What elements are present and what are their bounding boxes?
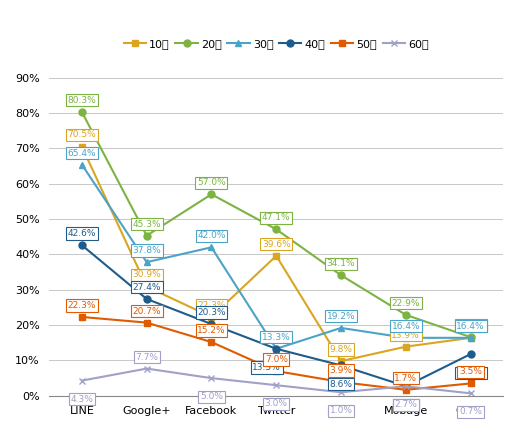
Text: 20.3%: 20.3% (197, 308, 226, 317)
20代 (143, 233, 150, 238)
50代 (468, 381, 474, 386)
Text: 15.2%: 15.2% (197, 326, 226, 335)
Text: 1.7%: 1.7% (394, 374, 418, 383)
10代 (338, 359, 344, 364)
Line: 40代: 40代 (78, 242, 474, 390)
30代 (79, 162, 85, 167)
40代 (468, 352, 474, 357)
50代 (402, 387, 409, 392)
Text: 70.5%: 70.5% (67, 130, 96, 140)
Legend: 10代, 20代, 30代, 40代, 50代, 60代: 10代, 20代, 30代, 40代, 50代, 60代 (124, 38, 429, 49)
Text: 42.0%: 42.0% (197, 231, 226, 240)
50代 (143, 320, 150, 325)
Line: 20代: 20代 (78, 108, 474, 340)
10代 (143, 284, 150, 289)
Line: 50代: 50代 (78, 314, 474, 393)
Text: 8.6%: 8.6% (329, 380, 353, 388)
10代 (468, 335, 474, 340)
Text: 22.3%: 22.3% (68, 301, 96, 310)
Text: 7.7%: 7.7% (135, 353, 158, 362)
Text: 80.3%: 80.3% (67, 96, 96, 105)
Text: 57.0%: 57.0% (197, 178, 226, 187)
60代 (208, 375, 214, 381)
50代 (273, 368, 279, 374)
40代 (79, 243, 85, 248)
20代 (468, 334, 474, 340)
10代 (79, 144, 85, 149)
Text: 47.1%: 47.1% (262, 213, 291, 222)
Text: 45.3%: 45.3% (132, 219, 161, 229)
Text: 3.5%: 3.5% (459, 367, 482, 376)
60代 (468, 391, 474, 396)
40代 (338, 363, 344, 368)
10代 (273, 253, 279, 258)
Text: 5.0%: 5.0% (200, 392, 223, 401)
Text: 37.8%: 37.8% (132, 246, 161, 255)
10代 (402, 344, 409, 349)
50代 (338, 379, 344, 384)
Text: 11.8%: 11.8% (456, 368, 485, 377)
Text: 9.8%: 9.8% (329, 345, 353, 354)
20代 (79, 109, 85, 114)
20代 (338, 273, 344, 278)
Text: 16.4%: 16.4% (456, 322, 485, 331)
Text: 42.6%: 42.6% (68, 229, 96, 238)
Line: 60代: 60代 (78, 365, 474, 397)
Text: 20.7%: 20.7% (132, 307, 161, 315)
30代 (208, 245, 214, 250)
60代 (338, 390, 344, 395)
20代 (402, 312, 409, 318)
Text: 2.7%: 2.7% (394, 400, 418, 410)
Text: 3.9%: 3.9% (329, 366, 353, 375)
60代 (79, 378, 85, 383)
60代 (402, 384, 409, 389)
Text: 2.7%: 2.7% (394, 400, 418, 410)
Text: 19.2%: 19.2% (327, 312, 355, 321)
40代 (143, 296, 150, 302)
60代 (273, 383, 279, 388)
50代 (79, 314, 85, 320)
30代 (468, 335, 474, 340)
Text: 65.4%: 65.4% (67, 149, 96, 158)
Text: 22.3%: 22.3% (197, 301, 226, 310)
Line: 10代: 10代 (78, 143, 474, 365)
20代 (208, 192, 214, 197)
Line: 30代: 30代 (78, 161, 474, 352)
40代 (273, 346, 279, 351)
Text: 3.0%: 3.0% (265, 399, 287, 408)
Text: 13.9%: 13.9% (392, 330, 420, 340)
Text: 16.6%: 16.6% (456, 321, 485, 330)
20代 (273, 227, 279, 232)
30代 (143, 260, 150, 265)
30代 (402, 335, 409, 340)
Text: 22.9%: 22.9% (392, 299, 420, 308)
40代 (402, 384, 409, 389)
Text: 13.3%: 13.3% (252, 363, 281, 372)
50代 (208, 340, 214, 345)
Text: 39.6%: 39.6% (262, 240, 291, 249)
Text: 16.4%: 16.4% (392, 322, 420, 331)
Text: 0.7%: 0.7% (459, 407, 482, 416)
Text: 16.4%: 16.4% (456, 322, 485, 331)
40代 (208, 321, 214, 327)
Text: 7.0%: 7.0% (265, 355, 287, 364)
Text: 4.3%: 4.3% (70, 395, 93, 404)
30代 (338, 325, 344, 330)
10代 (208, 314, 214, 320)
Text: 1.0%: 1.0% (329, 407, 353, 416)
Text: 30.9%: 30.9% (132, 270, 161, 280)
60代 (143, 366, 150, 371)
Text: 13.3%: 13.3% (262, 333, 291, 342)
30代 (273, 346, 279, 351)
Text: 34.1%: 34.1% (327, 259, 355, 268)
Text: 27.4%: 27.4% (133, 283, 161, 292)
